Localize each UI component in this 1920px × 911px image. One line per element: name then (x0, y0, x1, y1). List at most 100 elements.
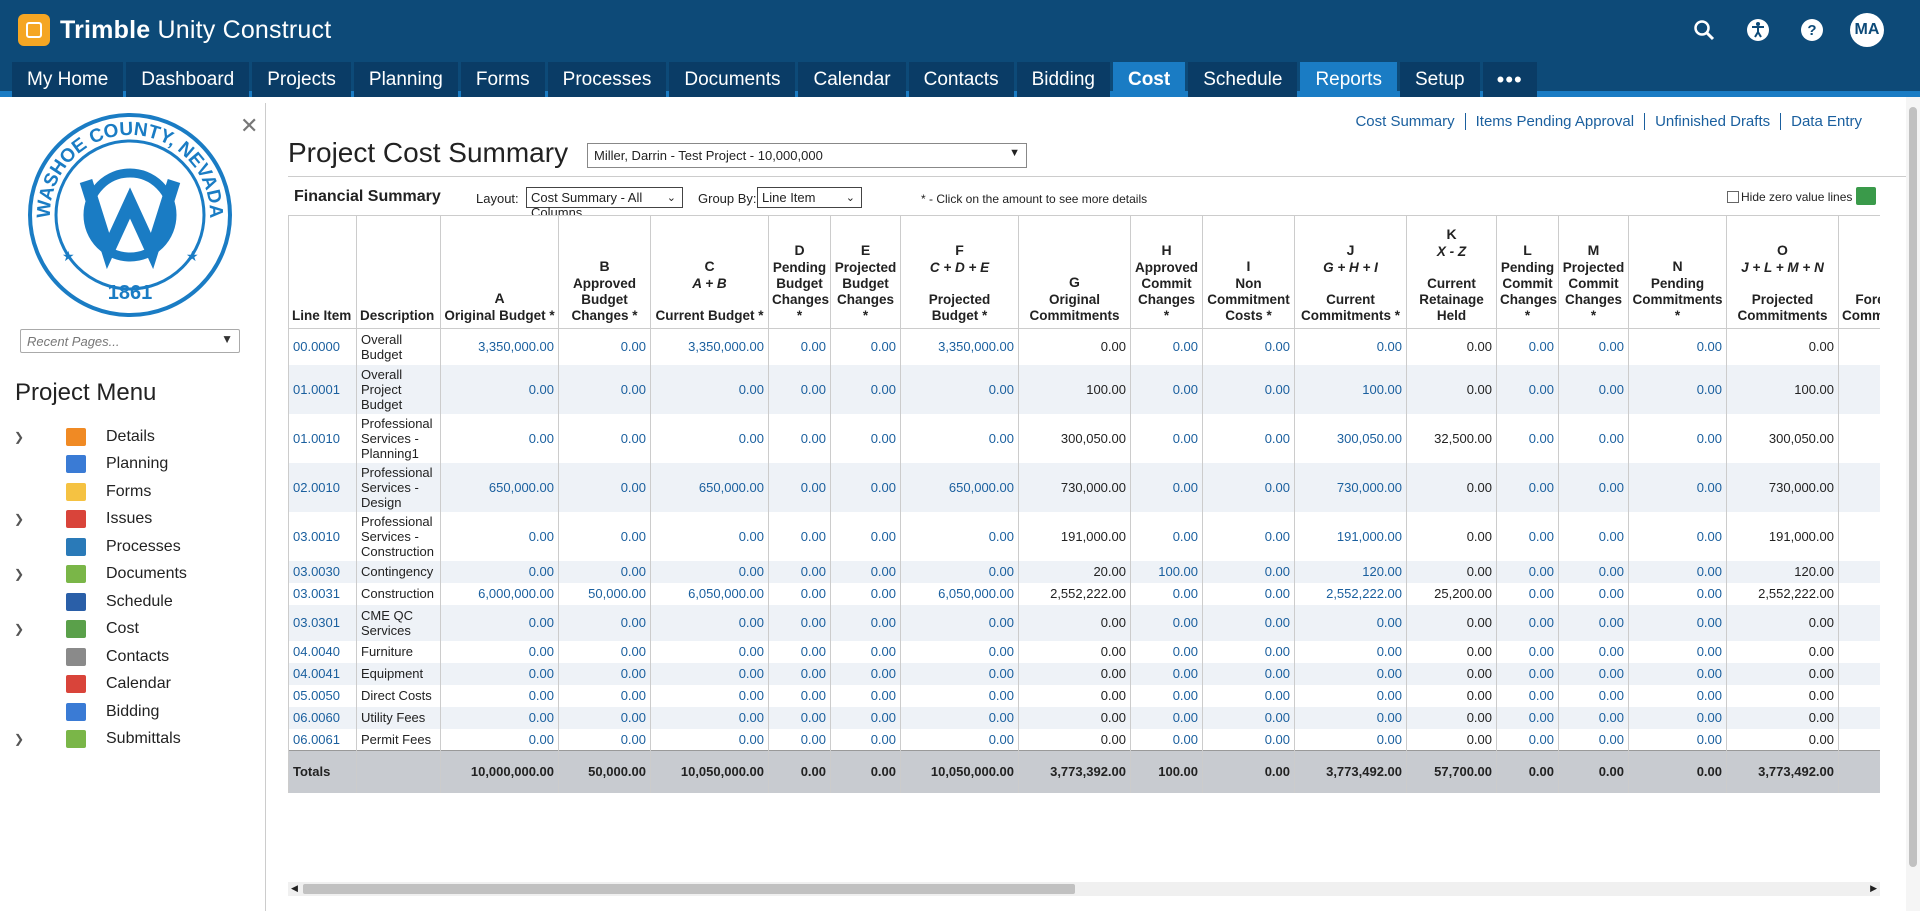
amount-link[interactable]: 0.00 (1130, 728, 1203, 751)
amount-link[interactable]: 0.00 (440, 728, 559, 751)
amount-link[interactable]: 0.00 (1202, 511, 1295, 561)
project-menu-item-schedule[interactable]: Schedule (14, 588, 187, 616)
amount-link[interactable]: 0.00 (1496, 662, 1559, 685)
amount-link[interactable]: 0.00 (1558, 328, 1629, 365)
amount-link[interactable]: 0.00 (1628, 560, 1727, 583)
line-item-link[interactable]: 04.0040 (288, 640, 357, 663)
amount-link[interactable]: 0.00 (1294, 604, 1407, 641)
amount-link[interactable]: 0.00 (768, 462, 831, 512)
project-menu-item-calendar[interactable]: Calendar (14, 671, 187, 699)
amount-link[interactable]: 0.00 (440, 560, 559, 583)
amount-link[interactable]: 0.00 (1202, 413, 1295, 463)
amount-link[interactable]: 0.00 (558, 511, 651, 561)
amount-link[interactable]: 0.00 (768, 640, 831, 663)
amount-link[interactable]: 0.00 (768, 582, 831, 605)
nav-item-projects[interactable]: Projects (252, 62, 351, 97)
nav-more-button[interactable]: ••• (1482, 62, 1537, 97)
project-menu-item-cost[interactable]: ❯ Cost (14, 616, 187, 644)
amount-link[interactable]: 0.00 (650, 640, 769, 663)
amount-link[interactable]: 50,000.00 (558, 582, 651, 605)
link-unfinished-drafts[interactable]: Unfinished Drafts (1644, 113, 1780, 130)
amount-link[interactable]: 730,000.00 (1294, 462, 1407, 512)
amount-link[interactable]: 0.00 (830, 728, 901, 751)
amount-link[interactable]: 0.00 (830, 582, 901, 605)
line-item-link[interactable]: 03.0301 (288, 604, 357, 641)
project-menu-item-submittals[interactable]: ❯ Submittals (14, 726, 187, 754)
amount-link[interactable]: 0.00 (1130, 662, 1203, 685)
link-items-pending-approval[interactable]: Items Pending Approval (1464, 113, 1644, 130)
amount-link[interactable]: 0.00 (1130, 582, 1203, 605)
user-avatar[interactable]: MA (1850, 13, 1884, 47)
project-menu-item-planning[interactable]: Planning (14, 451, 187, 479)
amount-link[interactable]: 0.00 (1558, 582, 1629, 605)
amount-link[interactable]: 191,000.00 (1294, 511, 1407, 561)
amount-link[interactable]: 0.00 (1202, 706, 1295, 729)
amount-link[interactable]: 0.00 (1558, 511, 1629, 561)
amount-link[interactable]: 0.00 (650, 706, 769, 729)
project-menu-item-issues[interactable]: ❯ Issues (14, 506, 187, 534)
line-item-link[interactable]: 02.0010 (288, 462, 357, 512)
expand-icon[interactable]: ❯ (14, 429, 25, 444)
amount-link[interactable]: 0.00 (1496, 640, 1559, 663)
amount-link[interactable]: 0.00 (1202, 684, 1295, 707)
amount-link[interactable]: 0.00 (650, 684, 769, 707)
project-menu-item-processes[interactable]: Processes (14, 533, 187, 561)
line-item-link[interactable]: 01.0010 (288, 413, 357, 463)
amount-link[interactable]: 0.00 (1628, 511, 1727, 561)
vertical-scrollbar[interactable] (1906, 97, 1920, 911)
amount-link[interactable]: 0.00 (558, 706, 651, 729)
amount-link[interactable]: 0.00 (650, 511, 769, 561)
amount-link[interactable]: 0.00 (558, 413, 651, 463)
amount-link[interactable]: 0.00 (558, 604, 651, 641)
amount-link[interactable]: 3,350,000.00 (440, 328, 559, 365)
amount-link[interactable]: 0.00 (1202, 462, 1295, 512)
nav-item-calendar[interactable]: Calendar (798, 62, 906, 97)
amount-link[interactable]: 0.00 (830, 706, 901, 729)
amount-link[interactable]: 0.00 (1202, 560, 1295, 583)
amount-link[interactable]: 0.00 (558, 364, 651, 414)
nav-item-documents[interactable]: Documents (669, 62, 796, 97)
amount-link[interactable]: 0.00 (768, 511, 831, 561)
amount-link[interactable]: 0.00 (900, 706, 1019, 729)
search-icon[interactable] (1688, 14, 1720, 46)
project-menu-item-documents[interactable]: ❯ Documents (14, 561, 187, 589)
amount-link[interactable]: 0.00 (1202, 662, 1295, 685)
amount-link[interactable]: 0.00 (440, 511, 559, 561)
amount-link[interactable]: 0.00 (1130, 511, 1203, 561)
amount-link[interactable]: 0.00 (900, 640, 1019, 663)
amount-link[interactable]: 0.00 (1202, 728, 1295, 751)
recent-pages-select[interactable]: Recent Pages... ▼ (20, 329, 240, 353)
checkbox-box[interactable] (1727, 191, 1739, 203)
amount-link[interactable]: 0.00 (1130, 684, 1203, 707)
horizontal-scrollbar[interactable]: ◀ ▶ (288, 882, 1880, 896)
amount-link[interactable]: 0.00 (768, 328, 831, 365)
amount-link[interactable]: 0.00 (1294, 662, 1407, 685)
amount-link[interactable]: 0.00 (1628, 640, 1727, 663)
amount-link[interactable]: 0.00 (900, 364, 1019, 414)
amount-link[interactable]: 0.00 (1130, 413, 1203, 463)
amount-link[interactable]: 3,350,000.00 (650, 328, 769, 365)
amount-link[interactable]: 0.00 (830, 640, 901, 663)
amount-link[interactable]: 0.00 (558, 662, 651, 685)
amount-link[interactable]: 0.00 (1294, 706, 1407, 729)
amount-link[interactable]: 0.00 (1496, 413, 1559, 463)
nav-item-cost[interactable]: Cost (1112, 62, 1186, 97)
amount-link[interactable]: 0.00 (558, 462, 651, 512)
line-item-link[interactable]: 03.0010 (288, 511, 357, 561)
amount-link[interactable]: 0.00 (1496, 511, 1559, 561)
line-item-link[interactable]: 05.0050 (288, 684, 357, 707)
amount-link[interactable]: 0.00 (650, 728, 769, 751)
project-select[interactable]: Miller, Darrin - Test Project - 10,000,0… (587, 143, 1027, 168)
amount-link[interactable]: 3,350,000.00 (900, 328, 1019, 365)
nav-item-reports[interactable]: Reports (1300, 62, 1397, 97)
amount-link[interactable]: 0.00 (1202, 328, 1295, 365)
amount-link[interactable]: 0.00 (830, 684, 901, 707)
amount-link[interactable]: 0.00 (830, 662, 901, 685)
amount-link[interactable]: 0.00 (830, 413, 901, 463)
amount-link[interactable]: 0.00 (768, 604, 831, 641)
amount-link[interactable]: 0.00 (1558, 640, 1629, 663)
amount-link[interactable]: 0.00 (900, 684, 1019, 707)
nav-item-bidding[interactable]: Bidding (1016, 62, 1110, 97)
nav-item-setup[interactable]: Setup (1399, 62, 1480, 97)
line-item-link[interactable]: 01.0001 (288, 364, 357, 414)
